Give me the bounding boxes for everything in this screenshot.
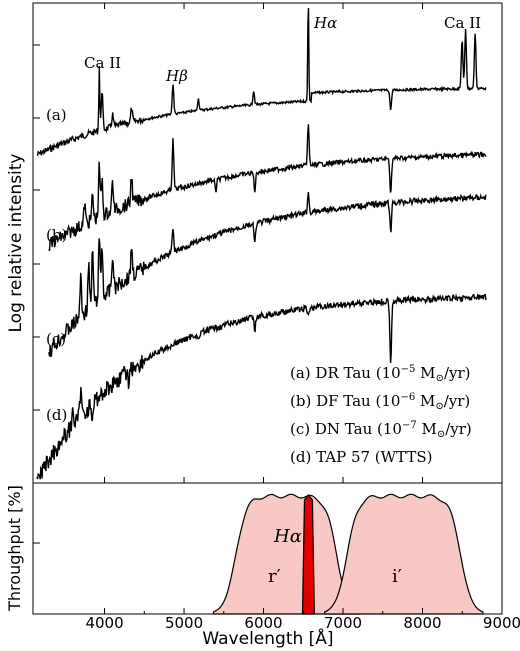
series-label-d: (d): [46, 406, 67, 424]
filter-label-i: i′: [392, 566, 402, 587]
x-tick-label: 7000: [324, 614, 362, 632]
x-tick-label: 9000: [483, 614, 520, 632]
legend: (a) DR Tau (10−5 M⊙/yr) (b) DF Tau (10−6…: [290, 364, 472, 466]
spectrum-c: [48, 192, 487, 358]
filter-h-alpha: [301, 494, 316, 615]
throughput-y-axis-label: Throughput [%]: [5, 485, 24, 612]
filter-i: [324, 493, 484, 615]
filter-label-h-alpha: Hα: [273, 526, 302, 547]
x-tick-label: 5000: [165, 614, 203, 632]
filter-label-r: r′: [268, 566, 281, 587]
x-tick-label: 4000: [85, 614, 123, 632]
spectra-y-ticks: [33, 44, 40, 411]
throughput-ticks: [33, 542, 503, 614]
annotation-ca-ii-h-k: Ca II: [84, 54, 121, 72]
spectra-lines: [36, 7, 487, 480]
series-label-c: (c): [46, 330, 66, 348]
legend-entry-b: (b) DF Tau (10−6 M⊙/yr): [290, 392, 470, 412]
filter-curves: [212, 493, 484, 615]
x-tick-labels: 4000 5000 6000 7000 8000 9000: [85, 614, 520, 632]
x-tick-label: 8000: [403, 614, 441, 632]
filter-r: [212, 493, 360, 615]
x-tick-label: 6000: [244, 614, 282, 632]
spectrum-d: [36, 293, 487, 480]
legend-entry-c: (c) DN Tau (10−7 M⊙/yr): [290, 420, 472, 440]
annotation-h-beta: Hβ: [165, 67, 188, 85]
legend-entry-a: (a) DR Tau (10−5 M⊙/yr): [290, 364, 471, 384]
series-label-a: (a): [46, 106, 67, 124]
spectra-x-ticks: [104, 3, 503, 483]
spectra-panel-frame: [32, 2, 503, 484]
series-label-b: (b): [46, 226, 67, 244]
spectrum-b: [48, 124, 487, 252]
spectra-y-axis-label: Log relative intensity: [6, 154, 26, 333]
legend-entry-d: (d) TAP 57 (WTTS): [290, 448, 433, 466]
annotation-ca-ii-triplet: Ca II: [444, 14, 481, 32]
spectrum-a: [36, 7, 487, 157]
annotation-h-alpha: Hα: [313, 14, 337, 32]
x-axis-label: Wavelength [Å]: [202, 627, 333, 649]
